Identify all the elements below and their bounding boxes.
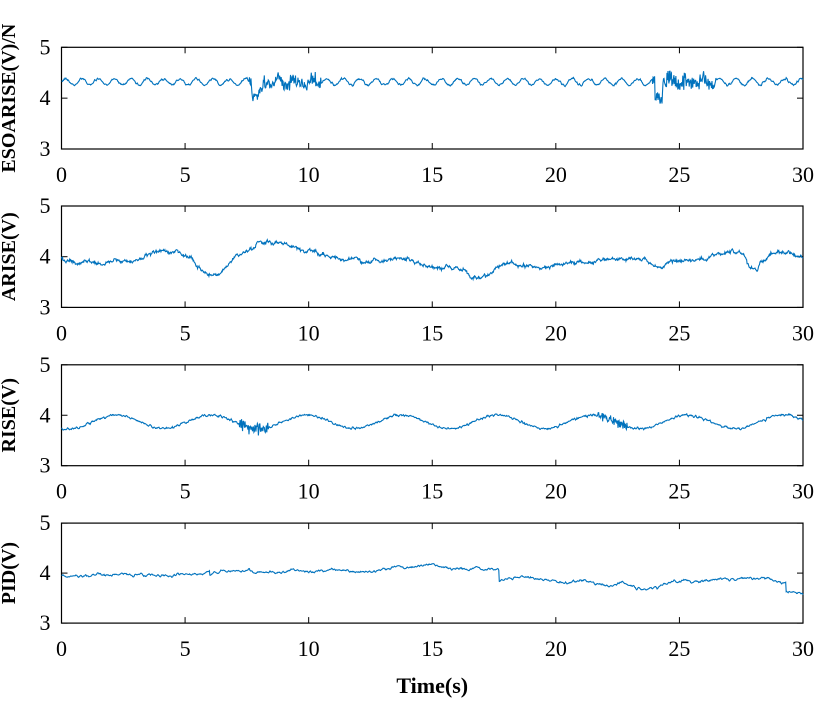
- svg-text:0: 0: [56, 320, 67, 345]
- svg-text:5: 5: [40, 34, 51, 59]
- svg-text:30: 30: [792, 479, 814, 504]
- svg-text:25: 25: [668, 320, 690, 345]
- svg-text:15: 15: [421, 320, 443, 345]
- svg-text:5: 5: [40, 193, 51, 218]
- svg-text:5: 5: [40, 510, 51, 535]
- svg-text:4: 4: [40, 85, 51, 110]
- svg-text:15: 15: [421, 162, 443, 187]
- svg-text:RISE(V): RISE(V): [0, 378, 20, 452]
- svg-text:15: 15: [421, 636, 443, 661]
- svg-text:0: 0: [56, 636, 67, 661]
- svg-text:25: 25: [668, 479, 690, 504]
- svg-text:5: 5: [40, 352, 51, 377]
- svg-text:3: 3: [40, 294, 51, 319]
- svg-text:4: 4: [40, 244, 51, 269]
- svg-text:20: 20: [545, 320, 567, 345]
- svg-text:0: 0: [56, 479, 67, 504]
- svg-text:5: 5: [180, 320, 191, 345]
- svg-text:PID(V): PID(V): [0, 542, 20, 604]
- svg-text:3: 3: [40, 610, 51, 635]
- svg-text:20: 20: [545, 479, 567, 504]
- svg-text:Time(s): Time(s): [396, 673, 468, 698]
- svg-text:ESOARISE(V)/N: ESOARISE(V)/N: [0, 23, 20, 172]
- svg-text:5: 5: [180, 162, 191, 187]
- svg-text:3: 3: [40, 453, 51, 478]
- svg-text:20: 20: [545, 162, 567, 187]
- svg-text:30: 30: [792, 636, 814, 661]
- svg-text:4: 4: [40, 560, 51, 585]
- svg-text:5: 5: [180, 636, 191, 661]
- svg-text:30: 30: [792, 320, 814, 345]
- svg-text:ARISE(V): ARISE(V): [0, 212, 20, 301]
- svg-text:20: 20: [545, 636, 567, 661]
- svg-text:30: 30: [792, 162, 814, 187]
- svg-text:10: 10: [298, 320, 320, 345]
- svg-text:10: 10: [298, 162, 320, 187]
- svg-text:0: 0: [56, 162, 67, 187]
- svg-text:4: 4: [40, 402, 51, 427]
- svg-text:25: 25: [668, 162, 690, 187]
- svg-text:15: 15: [421, 479, 443, 504]
- svg-text:25: 25: [668, 636, 690, 661]
- svg-text:3: 3: [40, 136, 51, 161]
- svg-text:10: 10: [298, 479, 320, 504]
- svg-text:5: 5: [180, 479, 191, 504]
- svg-text:10: 10: [298, 636, 320, 661]
